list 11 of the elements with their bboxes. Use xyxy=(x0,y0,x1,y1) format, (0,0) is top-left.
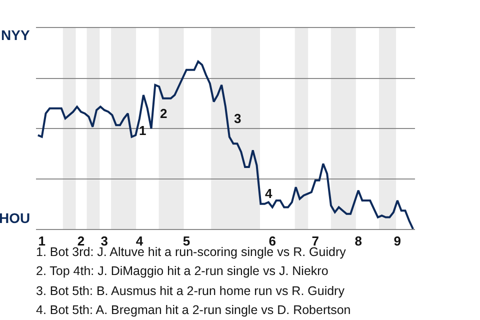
text: HOU xyxy=(0,210,30,226)
annotation: 2 xyxy=(160,106,168,121)
annotation: 4 xyxy=(265,186,273,201)
text: 2. Top 4th: J. DiMaggio hit a 2-run single vs J. Niekro xyxy=(36,264,328,278)
text: NYY xyxy=(1,27,30,43)
x-tick-label: 8 xyxy=(354,234,362,249)
annotation: 1 xyxy=(139,123,146,138)
annotation: 3 xyxy=(234,111,242,126)
text: 3. Bot 5th: B. Ausmus hit a 2-run home run vs R. Guidry xyxy=(36,284,346,298)
x-tick-label: 9 xyxy=(394,234,402,249)
text: 4. Bot 5th: A. Bregman hit a 2-run single vs D. Robertson xyxy=(36,303,351,317)
